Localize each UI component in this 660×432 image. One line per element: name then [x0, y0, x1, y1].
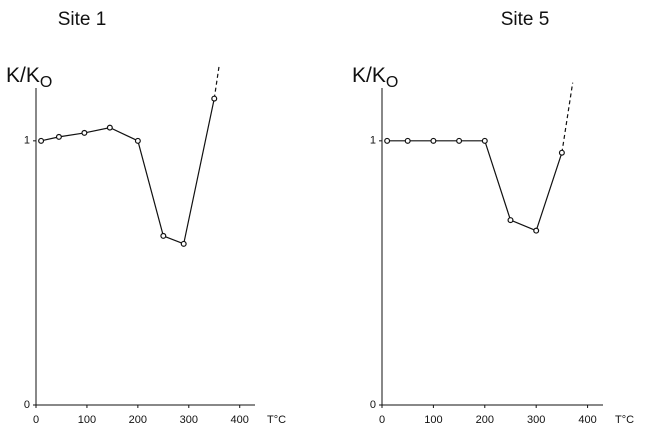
- data-point: [211, 95, 218, 102]
- x-tick-label: 200: [129, 414, 147, 426]
- x-tick-label: 100: [78, 414, 96, 426]
- chart-title: Site 1: [58, 9, 107, 30]
- data-point: [430, 137, 437, 144]
- data-point: [507, 217, 514, 224]
- x-tick-label: 0: [33, 414, 39, 426]
- data-point: [134, 137, 141, 144]
- series-line: [387, 140, 563, 232]
- data-point: [106, 124, 113, 131]
- y-tick-label: 1: [370, 135, 376, 147]
- x-tick-label: 100: [424, 414, 442, 426]
- y-axis-label: K/KO: [352, 64, 398, 92]
- x-axis-label: T°C: [615, 414, 634, 426]
- extension-line: [561, 82, 574, 153]
- x-axis-label: T°C: [267, 414, 286, 426]
- data-point: [38, 137, 45, 144]
- data-point: [81, 129, 88, 136]
- x-tick-label: 300: [527, 414, 545, 426]
- series-line: [40, 98, 215, 245]
- x-tick-label: 300: [180, 414, 198, 426]
- data-point: [160, 232, 167, 239]
- x-tick-label: 400: [231, 414, 249, 426]
- data-point: [384, 137, 391, 144]
- extension-line: [213, 64, 220, 99]
- y-axis-label: K/KO: [6, 64, 52, 92]
- x-tick-label: 400: [578, 414, 596, 426]
- data-point: [404, 137, 411, 144]
- y-label-main: K/K: [6, 64, 40, 87]
- data-point: [533, 227, 540, 234]
- chart-panel: Site 1 K/KO T°C 0 100 200 300 400 0 1: [6, 9, 286, 426]
- data-point: [180, 240, 187, 247]
- y-tick-label: 1: [24, 135, 30, 147]
- chart-title: Site 5: [501, 9, 550, 30]
- x-tick-label: 200: [476, 414, 494, 426]
- data-point: [456, 137, 463, 144]
- data-point: [558, 149, 565, 156]
- y-label-sub: O: [40, 74, 52, 91]
- x-tick-label: 0: [379, 414, 385, 426]
- y-label-sub: O: [386, 74, 398, 91]
- data-point: [55, 133, 62, 140]
- data-point: [481, 137, 488, 144]
- y-tick-label: 0: [24, 399, 30, 411]
- y-tick-label: 0: [370, 399, 376, 411]
- y-label-main: K/K: [352, 64, 386, 87]
- chart-panel: Site 5 K/KO T°C 0 100 200 300 400 0 1: [352, 9, 634, 426]
